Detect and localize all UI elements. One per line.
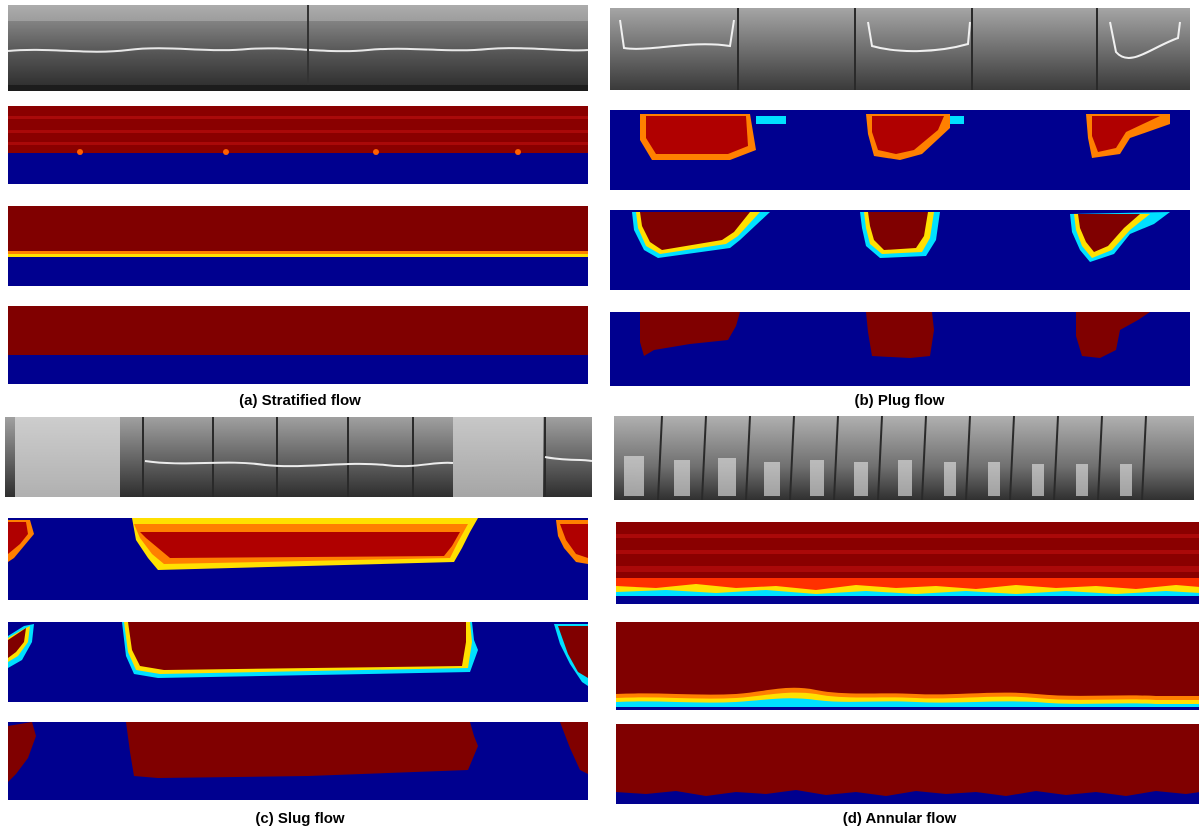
measured-map-c: [8, 518, 588, 600]
panel-d-annular: (d) Annular flow: [600, 412, 1199, 832]
measured-map-b: [610, 110, 1190, 190]
photo-d: [614, 416, 1194, 500]
reconstruction-binary-a: [8, 306, 588, 384]
reconstruction-binary-c: [8, 722, 588, 800]
photo-a: [8, 5, 588, 91]
reconstruction-binary-b: [610, 312, 1190, 386]
caption-d: (d) Annular flow: [842, 810, 957, 827]
reconstruction-smooth-d: [616, 622, 1199, 710]
reconstruction-smooth-b: [610, 210, 1190, 290]
caption-b: (b) Plug flow: [854, 392, 945, 409]
measured-map-d: [616, 522, 1199, 604]
caption-c: (c) Slug flow: [255, 810, 345, 827]
caption-a: (a) Stratified flow: [239, 392, 361, 409]
reconstruction-smooth-a: [8, 206, 588, 286]
panel-a-stratified: (a) Stratified flow: [0, 0, 600, 412]
photo-b: [610, 8, 1190, 90]
panel-b-plug: (b) Plug flow: [600, 0, 1199, 412]
reconstruction-binary-d: [616, 724, 1199, 804]
panel-c-slug: (c) Slug flow: [0, 412, 600, 832]
reconstruction-smooth-c: [8, 622, 588, 702]
measured-map-a: [8, 106, 588, 184]
photo-c: [5, 417, 592, 497]
